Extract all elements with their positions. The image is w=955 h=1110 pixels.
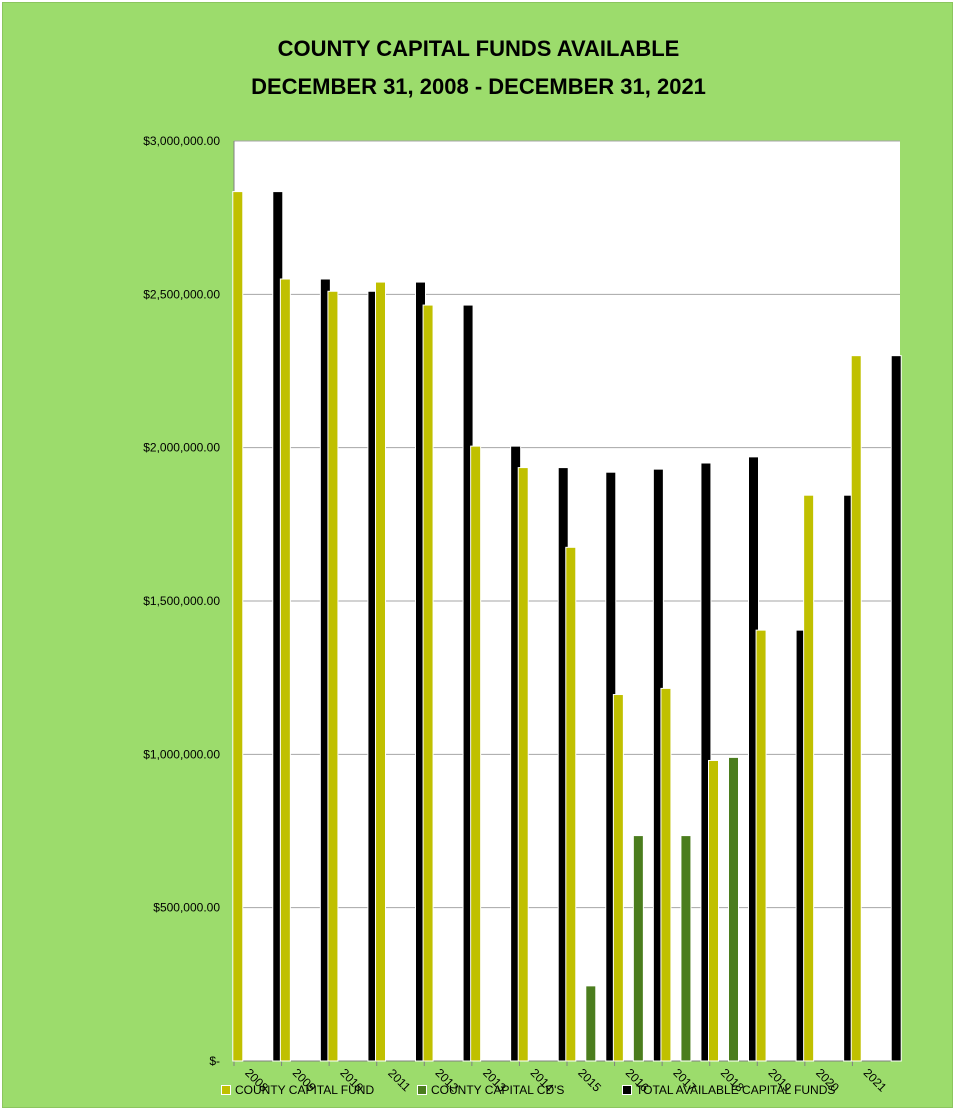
legend-item-total-available-capital-funds: TOTAL AVAILABLE CAPITAL FUNDS [622,1083,835,1097]
bar-county-capital-cd-s-2017 [680,835,692,1062]
y-tick-label: $2,000,000.00 [143,441,220,455]
y-tick-label: $3,000,000.00 [143,134,220,148]
bar-county-capital-cd-s-2015 [585,985,597,1062]
legend-item-county-capital-fund: COUNTY CAPITAL FUND [221,1083,374,1097]
bar-county-capital-fund-2012 [422,304,434,1062]
y-tick-label: $- [209,1054,220,1068]
legend-swatch-total-available-capital-funds [622,1085,632,1095]
bar-county-capital-fund-2011 [375,281,386,1062]
chart-legend: COUNTY CAPITAL FUND COUNTY CAPITAL CD'S … [3,1083,954,1103]
legend-item-county-capital-cds: COUNTY CAPITAL CD'S [417,1083,564,1097]
bar-county-capital-fund-2009 [279,278,291,1062]
chart-subtitle: DECEMBER 31, 2008 - DECEMBER 31, 2021 [251,74,706,99]
bar-county-capital-fund-2016 [612,694,624,1062]
bar-county-capital-cd-s-2018 [728,756,739,1062]
bar-total-available-capital-funds-2021 [890,355,902,1062]
bar-county-capital-fund-2017 [660,687,672,1062]
legend-label-county-capital-fund: COUNTY CAPITAL FUND [235,1083,375,1097]
bar-county-capital-fund-2018 [708,759,719,1062]
legend-swatch-county-capital-cds [417,1085,427,1095]
bar-county-capital-fund-2013 [470,445,482,1062]
legend-label-total-available-capital-funds: TOTAL AVAILABLE CAPITAL FUNDS [636,1083,836,1097]
legend-swatch-county-capital-fund [221,1085,231,1095]
y-tick-label: $1,000,000.00 [143,747,220,761]
y-tick-label: $2,500,000.00 [143,287,220,301]
bar-county-capital-fund-2014 [517,467,529,1062]
bar-chart: $- $500,000.00 $1,000,000.00 $1,500,000.00 $… [143,134,902,1095]
chart-title: COUNTY CAPITAL FUNDS AVAILABLE [277,36,680,61]
bar-county-capital-fund-2008 [232,191,244,1062]
bar-county-capital-fund-2020 [803,494,815,1062]
y-tick-label: $1,500,000.00 [143,594,220,608]
y-tick-label: $500,000.00 [153,901,220,915]
bar-county-capital-fund-2019 [755,629,767,1062]
bar-county-capital-fund-2021 [850,355,862,1062]
bar-county-capital-fund-2010 [327,290,339,1062]
bar-county-capital-fund-2015 [565,546,577,1062]
legend-label-county-capital-cds: COUNTY CAPITAL CD'S [431,1083,565,1097]
bar-county-capital-cd-s-2016 [632,835,644,1062]
